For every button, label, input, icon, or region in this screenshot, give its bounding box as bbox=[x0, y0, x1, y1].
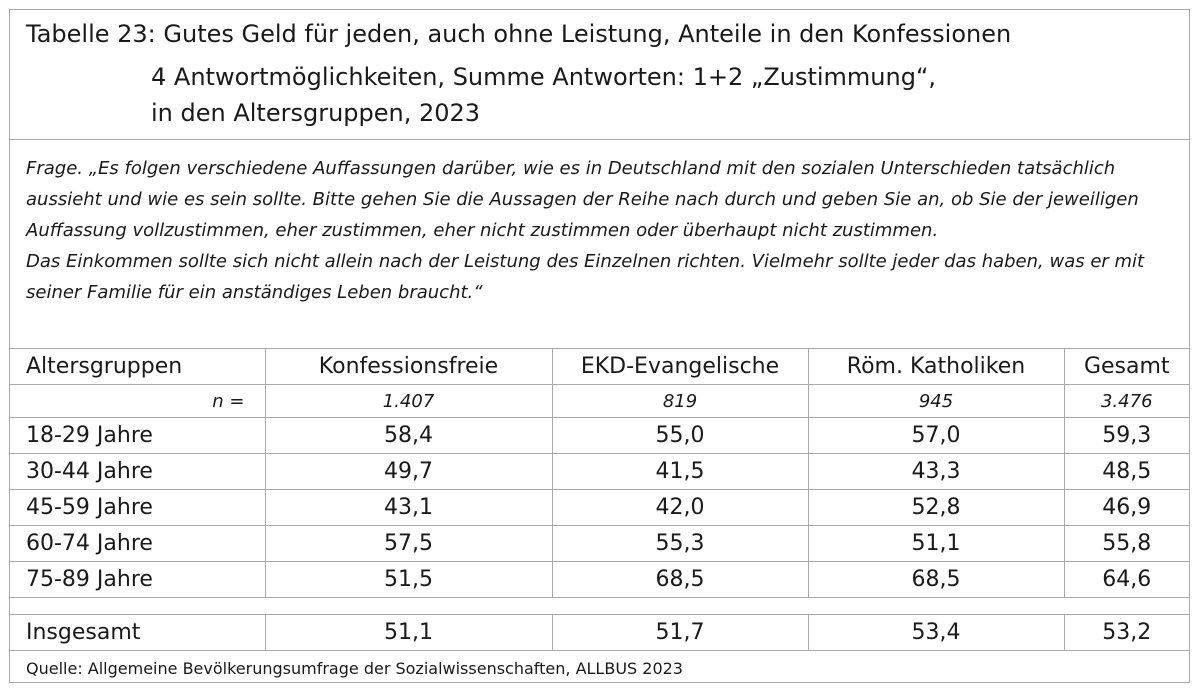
table-cell: 51,5 bbox=[264, 561, 553, 598]
header-ekd-evangelische: EKD-Evangelische bbox=[551, 349, 809, 385]
header-altersgruppen: Altersgruppen bbox=[10, 349, 266, 385]
statement-text: Das Einkommen sollte sich nicht allein n… bbox=[26, 251, 1145, 303]
table-cell: 49,7 bbox=[264, 453, 553, 490]
total-row: Insgesamt 51,1 51,7 53,4 53,2 bbox=[10, 614, 1189, 651]
table-cell: 64,6 bbox=[1063, 561, 1189, 598]
title-line-2: 4 Antwortmöglichkeiten, Summe Antworten:… bbox=[151, 63, 937, 91]
table-cell: 51,1 bbox=[807, 525, 1065, 562]
survey-question: Frage. „Es folgen verschiedene Auffassun… bbox=[10, 140, 1189, 349]
sample-size-label: n = bbox=[10, 384, 266, 418]
table-cell: 3.476 bbox=[1063, 384, 1189, 418]
row-label: 75-89 Jahre bbox=[10, 561, 266, 598]
table-cell: 59,3 bbox=[1063, 417, 1189, 454]
row-label: 60-74 Jahre bbox=[10, 525, 266, 562]
table-cell: 52,8 bbox=[807, 489, 1065, 526]
table-cell: 819 bbox=[551, 384, 809, 418]
table-cell: 68,5 bbox=[807, 561, 1065, 598]
table-cell: 55,0 bbox=[551, 417, 809, 454]
source-note: Quelle: Allgemeine Bevölkerungsumfrage d… bbox=[10, 650, 1189, 686]
table-cell: 51,7 bbox=[551, 614, 809, 651]
title-line-3: in den Altersgruppen, 2023 bbox=[151, 99, 481, 127]
table-cell: 43,1 bbox=[264, 489, 553, 526]
table-frame: Tabelle 23: Gutes Geld für jeden, auch o… bbox=[9, 9, 1190, 686]
table-cell: 55,3 bbox=[551, 525, 809, 562]
table-cell: 42,0 bbox=[551, 489, 809, 526]
table-row: 18-29 Jahre 58,4 55,0 57,0 59,3 bbox=[10, 417, 1189, 454]
table-cell: 53,2 bbox=[1063, 614, 1189, 651]
header-roem-katholiken: Röm. Katholiken bbox=[807, 349, 1065, 385]
row-label: 45-59 Jahre bbox=[10, 489, 266, 526]
header-gesamt: Gesamt bbox=[1063, 349, 1189, 385]
table-row: 75-89 Jahre 51,5 68,5 68,5 64,6 bbox=[10, 561, 1189, 598]
sample-size-row: n = 1.407 819 945 3.476 bbox=[10, 384, 1189, 418]
row-label: 18-29 Jahre bbox=[10, 417, 266, 454]
data-table: Altersgruppen Konfessionsfreie EKD-Evang… bbox=[10, 349, 1189, 686]
question-text: Frage. „Es folgen verschiedene Auffassun… bbox=[26, 158, 1139, 241]
title-line-1: Tabelle 23: Gutes Geld für jeden, auch o… bbox=[26, 20, 1012, 48]
table-cell: 46,9 bbox=[1063, 489, 1189, 526]
table-cell: 68,5 bbox=[551, 561, 809, 598]
total-label: Insgesamt bbox=[10, 614, 266, 651]
table-cell: 1.407 bbox=[264, 384, 553, 418]
table-row: 30-44 Jahre 49,7 41,5 43,3 48,5 bbox=[10, 453, 1189, 490]
header-row: Altersgruppen Konfessionsfreie EKD-Evang… bbox=[10, 349, 1189, 385]
table-cell: 57,0 bbox=[807, 417, 1065, 454]
row-label: 30-44 Jahre bbox=[10, 453, 266, 490]
table-cell: 48,5 bbox=[1063, 453, 1189, 490]
table-cell: 41,5 bbox=[551, 453, 809, 490]
table-cell: 945 bbox=[807, 384, 1065, 418]
table-cell: 51,1 bbox=[264, 614, 553, 651]
table-cell: 43,3 bbox=[807, 453, 1065, 490]
spacer-cell bbox=[10, 597, 1189, 615]
table-row: 60-74 Jahre 57,5 55,3 51,1 55,8 bbox=[10, 525, 1189, 562]
table-title: Tabelle 23: Gutes Geld für jeden, auch o… bbox=[10, 10, 1189, 140]
table-cell: 58,4 bbox=[264, 417, 553, 454]
header-konfessionsfreie: Konfessionsfreie bbox=[264, 349, 553, 385]
table-cell: 57,5 bbox=[264, 525, 553, 562]
source-row: Quelle: Allgemeine Bevölkerungsumfrage d… bbox=[10, 650, 1189, 686]
spacer-row bbox=[10, 597, 1189, 615]
table-cell: 55,8 bbox=[1063, 525, 1189, 562]
table-row: 45-59 Jahre 43,1 42,0 52,8 46,9 bbox=[10, 489, 1189, 526]
table-cell: 53,4 bbox=[807, 614, 1065, 651]
